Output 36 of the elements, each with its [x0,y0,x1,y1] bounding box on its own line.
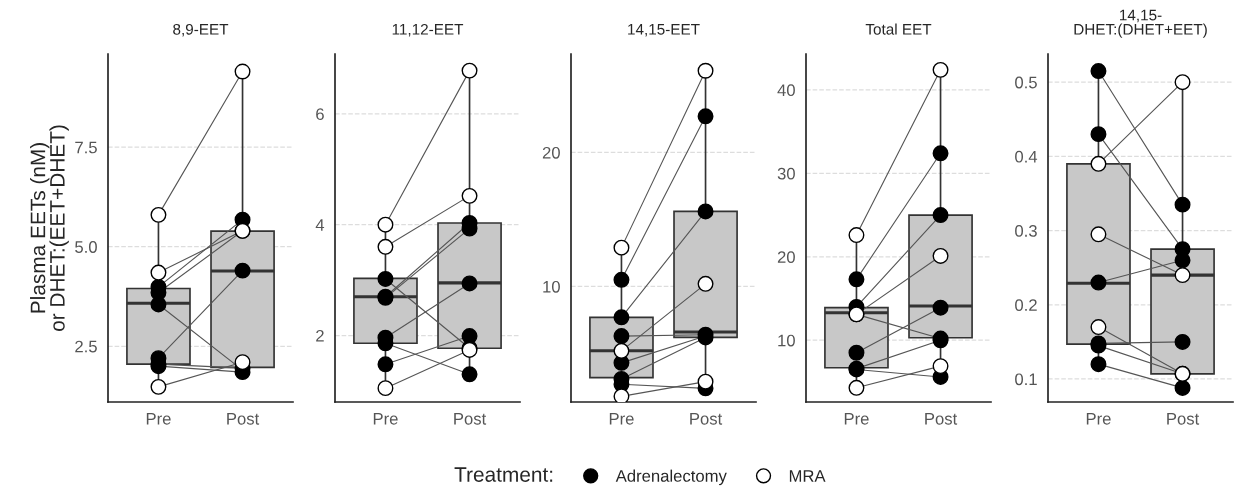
y-tick-label: 5.0 [75,241,97,253]
y-tick-label: 10 [778,334,795,347]
y-tick-label: 40 [777,84,795,97]
x-tick-label: Pre [146,413,171,425]
y-tick-label: 0.1 [1015,373,1037,386]
x-tick-label: Post [690,413,723,425]
x-tick-label: Pre [844,413,869,425]
x-tick-label: Pre [373,413,398,425]
y-tick-label: 0.4 [1015,150,1038,163]
y-tick-label: 10 [543,280,560,293]
legend-title: Treatment: [454,467,553,482]
y-tick-label: 4 [315,219,325,231]
x-tick-label: Pre [1086,413,1111,425]
chart-title: 14,15-EET [628,24,700,37]
y-tick-label: 6 [316,108,324,121]
y-tick-label: 7.5 [75,141,97,154]
legend-label: Adrenalectomy [615,469,727,486]
x-tick-label: Post [227,413,260,425]
y-tick-label: 20 [542,146,560,159]
x-tick-label: Post [925,413,958,425]
y-tick-label: 0.5 [1015,76,1037,89]
y-tick-label: 2 [316,329,324,342]
chart-title: Total EET [865,23,932,35]
legend-label: MRA [789,470,826,482]
y-tick-label: 0.2 [1015,299,1037,311]
x-tick-label: Pre [609,413,634,425]
y-tick-label: 2.5 [75,340,97,353]
x-tick-label: Post [1167,413,1200,425]
x-tick-label: Post [454,413,487,425]
y-tick-label: 0.3 [1015,225,1037,237]
y-axis-title: Plasma EETs (nM) or DHET:(EET+DHET) [30,125,69,332]
y-tick-label: 20 [777,251,795,263]
chart-title: 14,15- DHET:(DHET+EET) [1074,9,1207,38]
chart-title: 8,9-EET [173,23,229,37]
y-tick-label: 30 [777,167,795,180]
chart-title: 11,12-EET [392,23,464,37]
